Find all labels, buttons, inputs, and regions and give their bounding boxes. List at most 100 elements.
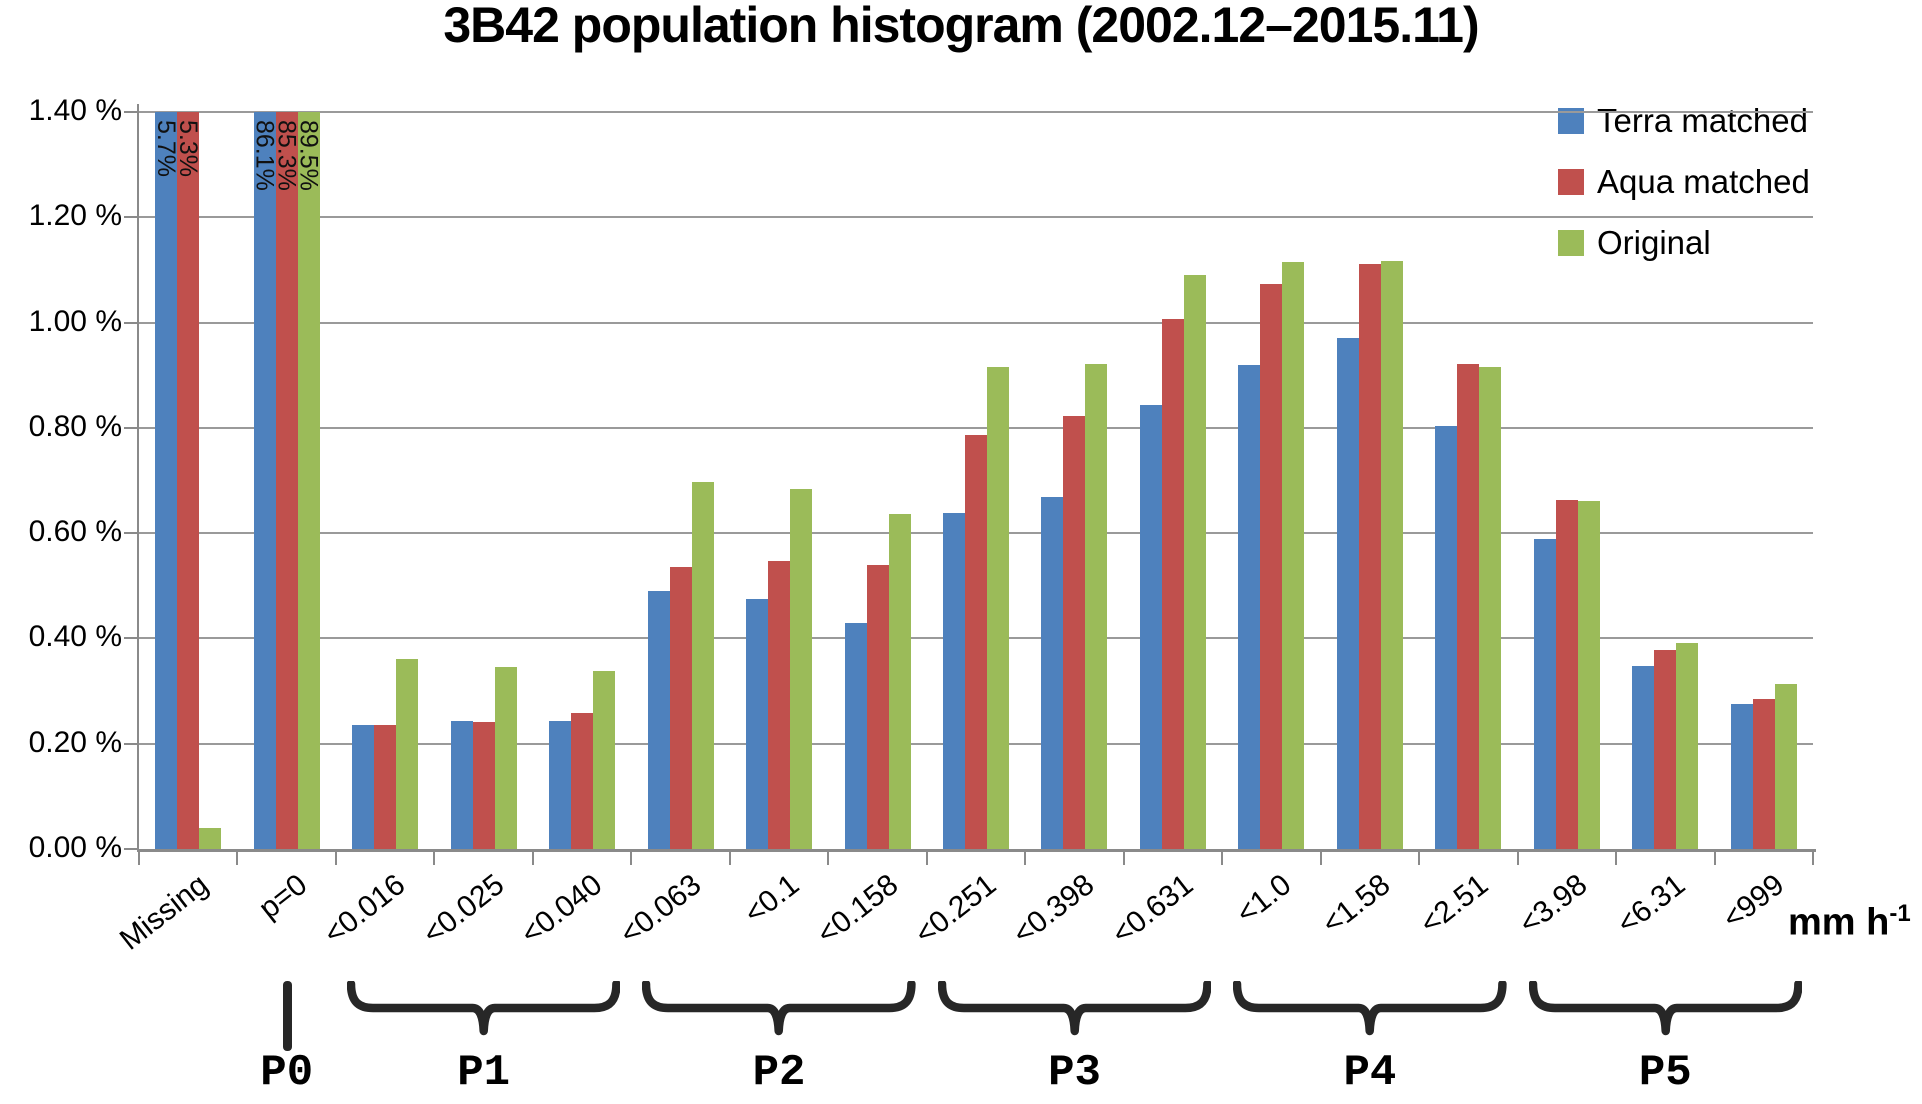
group-label-p1: P1: [457, 1048, 511, 1098]
bar-aqua-matched: [472, 722, 495, 849]
bar-original: [494, 667, 517, 849]
group-bracket-p3: [937, 979, 1212, 1061]
group-label-p4: P4: [1343, 1048, 1397, 1098]
bar-aqua-matched: [1358, 263, 1381, 849]
x-tick: [1024, 852, 1027, 865]
bar-original: [297, 112, 320, 849]
bar-aqua-matched: [1555, 499, 1578, 849]
group-bracket-p4: [1232, 979, 1507, 1061]
bar-original: [1774, 684, 1797, 849]
bar-terra-matched: [1041, 497, 1064, 849]
bar-original: [1577, 501, 1600, 849]
bar-aqua-matched: [1260, 284, 1283, 849]
legend-item-aqua: Aqua matched: [1558, 161, 1810, 203]
y-tick: [124, 848, 138, 850]
bar-original: [691, 481, 714, 849]
y-axis-label: 1.20 %: [28, 199, 122, 233]
bar-terra-matched: [1238, 364, 1261, 849]
bar-original: [1282, 262, 1305, 849]
group-bracket-p2: [642, 979, 917, 1061]
gridline: [139, 111, 1813, 113]
group-label-p3: P3: [1048, 1048, 1101, 1098]
x-tick: [1516, 852, 1519, 865]
bar-terra-matched: [155, 112, 178, 849]
bar-terra-matched: [1336, 338, 1359, 849]
y-tick: [124, 321, 138, 324]
x-tick: [531, 852, 534, 865]
y-axis-label: 0.60 %: [28, 515, 122, 549]
unit-exponent: -1: [1889, 900, 1911, 927]
y-tick: [124, 111, 138, 113]
bar-aqua-matched: [571, 713, 594, 849]
x-tick: [433, 852, 436, 865]
bar-original: [1085, 363, 1108, 849]
bar-terra-matched: [450, 721, 473, 849]
bar-original: [1479, 366, 1502, 849]
bar-aqua-matched: [1063, 415, 1086, 849]
bar-aqua-matched: [669, 566, 692, 849]
x-tick: [1812, 852, 1814, 865]
y-axis-label: 0.00 %: [28, 831, 122, 864]
x-tick: [1713, 852, 1716, 865]
bar-original: [1676, 642, 1699, 849]
bar-annotation: 5.7%: [152, 120, 181, 177]
bar-annotation: 89.5%: [294, 120, 323, 191]
bar-terra-matched: [844, 622, 867, 849]
bar-aqua-matched: [1752, 699, 1775, 849]
x-tick: [1122, 852, 1125, 865]
y-axis-line: [137, 104, 139, 852]
x-tick: [925, 852, 928, 865]
y-tick: [124, 426, 138, 429]
y-tick: [124, 637, 138, 640]
legend-swatch-aqua: [1558, 169, 1584, 195]
legend-label-terra: Terra matched: [1597, 102, 1808, 139]
y-axis-label: 1.00 %: [28, 304, 122, 338]
bar-terra-matched: [1632, 665, 1655, 849]
bar-terra-matched: [746, 598, 769, 849]
bar-original: [1183, 275, 1206, 849]
bar-original: [790, 489, 813, 849]
bar-annotation: 5.3%: [174, 120, 203, 177]
bar-original: [593, 671, 616, 849]
bar-aqua-matched: [768, 560, 791, 849]
bar-terra-matched: [352, 725, 375, 849]
x-tick: [1319, 852, 1322, 865]
legend-item-original: Original: [1558, 222, 1810, 264]
legend-label-original: Original: [1597, 224, 1711, 261]
x-tick: [1615, 852, 1618, 865]
bar-original: [396, 658, 419, 849]
bar-original: [199, 827, 222, 849]
y-axis-label: 0.80 %: [28, 409, 122, 443]
bar-original: [1380, 260, 1403, 849]
y-axis-label: 1.40 %: [28, 94, 122, 127]
x-tick: [1221, 852, 1224, 865]
y-tick: [124, 742, 138, 745]
bar-terra-matched: [1435, 426, 1458, 849]
x-tick: [728, 852, 731, 865]
bar-terra-matched: [1730, 703, 1753, 849]
gridline: [139, 321, 1813, 324]
bar-aqua-matched: [275, 112, 298, 849]
group-bracket-p0: [282, 981, 292, 1051]
x-tick: [334, 852, 337, 865]
bar-terra-matched: [1139, 405, 1162, 849]
bar-annotation: 86.1%: [250, 120, 279, 191]
x-tick: [630, 852, 633, 865]
group-label-p0: P0: [260, 1048, 314, 1098]
bar-aqua-matched: [1654, 650, 1677, 849]
x-tick: [138, 852, 140, 865]
x-axis-unit-label: mm h-1: [1788, 900, 1911, 944]
bar-terra-matched: [1533, 539, 1556, 849]
y-tick: [124, 532, 138, 535]
bar-original: [888, 514, 911, 849]
bar-aqua-matched: [866, 564, 889, 849]
bar-annotation: 85.3%: [272, 120, 301, 191]
group-bracket-p5: [1528, 979, 1803, 1061]
bar-aqua-matched: [965, 434, 987, 849]
legend-item-terra: Terra matched: [1558, 100, 1810, 142]
group-label-p2: P2: [752, 1048, 806, 1098]
y-axis-label: 0.40 %: [28, 620, 122, 654]
y-tick: [124, 216, 138, 219]
bar-aqua-matched: [177, 112, 200, 849]
